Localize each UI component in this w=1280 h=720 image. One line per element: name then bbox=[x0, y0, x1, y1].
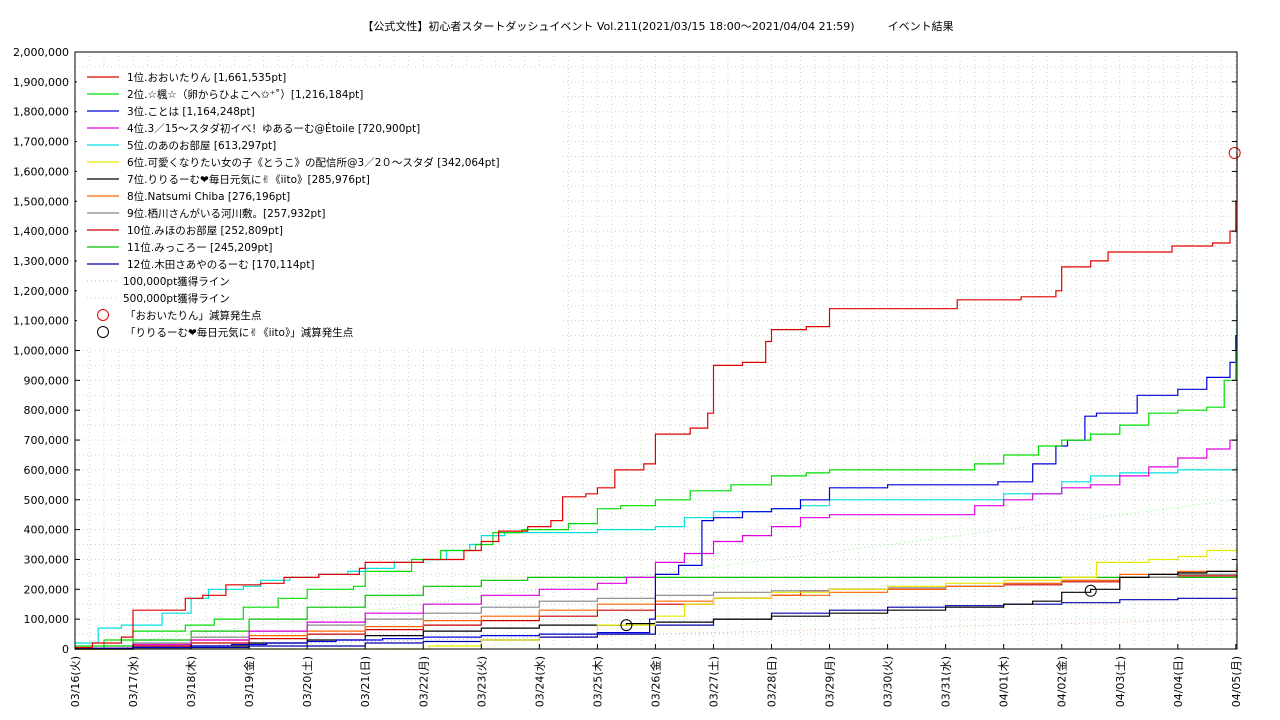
x-tick-label: 03/28(日) bbox=[766, 656, 779, 707]
x-tick-label: 03/26(金) bbox=[648, 656, 662, 707]
legend-label: 「りりるーむ❤毎日元気に✌《iito》」減算発生点 bbox=[125, 326, 353, 339]
x-tick-label: 04/01(木) bbox=[998, 656, 1011, 707]
series-line bbox=[75, 301, 1238, 649]
marker-circle bbox=[1228, 147, 1241, 160]
y-tick-label: 2,000,000 bbox=[13, 46, 69, 59]
legend-label: 「おおいたりん」減算発生点 bbox=[125, 309, 262, 322]
marker-circle bbox=[620, 619, 633, 632]
x-tick-label: 04/03(土) bbox=[1114, 656, 1127, 707]
y-tick-label: 1,400,000 bbox=[13, 225, 69, 238]
series-group bbox=[75, 153, 1238, 650]
x-tick-label: 04/02(金) bbox=[1055, 656, 1069, 707]
legend-background bbox=[77, 68, 561, 348]
series-line bbox=[75, 433, 1238, 649]
marker-circle bbox=[1084, 584, 1097, 597]
x-tick-label: 03/16(火) bbox=[69, 656, 82, 707]
legend-label: 6位.可愛くなりたい女の子《とうこ》の配信所@3／2０〜スタダ [342,064… bbox=[127, 156, 500, 169]
x-tick-label: 03/23(火) bbox=[475, 656, 488, 707]
legend-label: 100,000pt獲得ライン bbox=[123, 275, 230, 288]
legend-label: 1位.おおいたりん [1,661,535pt] bbox=[127, 71, 286, 84]
y-tick-label: 300,000 bbox=[24, 553, 70, 566]
y-tick-label: 800,000 bbox=[24, 404, 70, 417]
y-tick-label: 100,000 bbox=[24, 613, 70, 626]
y-tick-label: 1,700,000 bbox=[13, 136, 69, 149]
legend-label: 12位.木田さあやのるーむ [170,114pt] bbox=[127, 258, 314, 271]
legend-label: 5位.のあのお部屋 [613,297pt] bbox=[127, 139, 276, 152]
y-tick-label: 200,000 bbox=[24, 583, 70, 596]
x-tick-label: 03/22(月) bbox=[417, 656, 430, 707]
y-tick-label: 1,100,000 bbox=[13, 315, 69, 328]
legend: 1位.おおいたりん [1,661,535pt] 2位.☆楓☆（卵からひよこへ✩⁺˚… bbox=[87, 71, 500, 339]
chart-title: 【公式文性】初心者スタートダッシュイベント Vol.211(2021/03/15… bbox=[362, 19, 953, 33]
y-tick-label: 1,000,000 bbox=[13, 345, 69, 358]
series-line bbox=[75, 575, 1238, 650]
x-tick-label: 03/24(水) bbox=[533, 656, 546, 707]
x-tick-label: 03/31(水) bbox=[940, 656, 953, 707]
y-axis: 0 100,000 200,000 300,000 400,000 500,000 600,… bbox=[13, 46, 1237, 656]
y-tick-label: 0 bbox=[62, 643, 69, 656]
markers-group bbox=[620, 147, 1241, 632]
y-tick-label: 400,000 bbox=[24, 524, 70, 537]
legend-label: 2位.☆楓☆（卵からひよこへ✩⁺˚）[1,216,184pt] bbox=[127, 88, 363, 101]
series-line bbox=[75, 153, 1238, 649]
x-tick-label: 04/05(月) bbox=[1230, 656, 1243, 707]
legend-label: 500,000pt獲得ライン bbox=[123, 292, 230, 305]
series-line bbox=[75, 563, 1238, 650]
legend-marker bbox=[97, 326, 109, 338]
y-tick-label: 1,900,000 bbox=[13, 76, 69, 89]
y-tick-label: 900,000 bbox=[24, 374, 70, 387]
series-line bbox=[75, 286, 1238, 647]
x-tick-label: 03/17(水) bbox=[127, 656, 140, 707]
x-tick-label: 03/20(土) bbox=[301, 656, 314, 707]
y-tick-label: 500,000 bbox=[24, 494, 70, 507]
series-line bbox=[75, 546, 1238, 650]
reference-lines bbox=[74, 499, 1238, 650]
x-tick-label: 03/21(日) bbox=[359, 656, 372, 707]
x-tick-label: 03/19(金) bbox=[242, 656, 256, 707]
reference-line bbox=[74, 618, 1238, 650]
legend-marker bbox=[97, 309, 109, 321]
y-tick-label: 1,300,000 bbox=[13, 255, 69, 268]
legend-label: 9位.栖川さんがいる河川敷。[257,932pt] bbox=[127, 207, 325, 220]
legend-label: 11位.みっころー [245,209pt] bbox=[127, 241, 272, 254]
x-tick-label: 03/25(木) bbox=[591, 656, 604, 707]
grid bbox=[74, 52, 1237, 649]
legend-label: 3位.ことは [1,164,248pt] bbox=[127, 105, 255, 118]
y-tick-label: 600,000 bbox=[24, 464, 70, 477]
x-axis: 03/16(火) 03/17(水) 03/18(木) 03/19(金) 03/20(土)… bbox=[69, 644, 1243, 707]
reference-line bbox=[74, 499, 1238, 650]
x-tick-label: 04/04(日) bbox=[1172, 656, 1185, 707]
y-tick-label: 1,200,000 bbox=[13, 285, 69, 298]
y-tick-label: 1,600,000 bbox=[13, 165, 69, 178]
y-tick-label: 1,800,000 bbox=[13, 106, 69, 119]
y-tick-label: 1,500,000 bbox=[13, 195, 69, 208]
legend-label: 8位.Natsumi Chiba [276,196pt] bbox=[127, 190, 290, 203]
x-tick-label: 03/30(火) bbox=[882, 656, 895, 707]
x-tick-label: 03/18(木) bbox=[185, 656, 198, 707]
legend-label: 10位.みほのお部屋 [252,809pt] bbox=[127, 224, 283, 237]
x-tick-label: 03/27(土) bbox=[707, 656, 720, 707]
legend-label: 7位.りりるーむ❤毎日元気に✌《iito》[285,976pt] bbox=[127, 173, 370, 186]
legend-label: 4位.3／15〜スタダ初イベ！ゆあるーむ@Étoile [720,900pt] bbox=[127, 122, 420, 135]
y-tick-label: 700,000 bbox=[24, 434, 70, 447]
x-tick-label: 03/29(月) bbox=[824, 656, 837, 707]
